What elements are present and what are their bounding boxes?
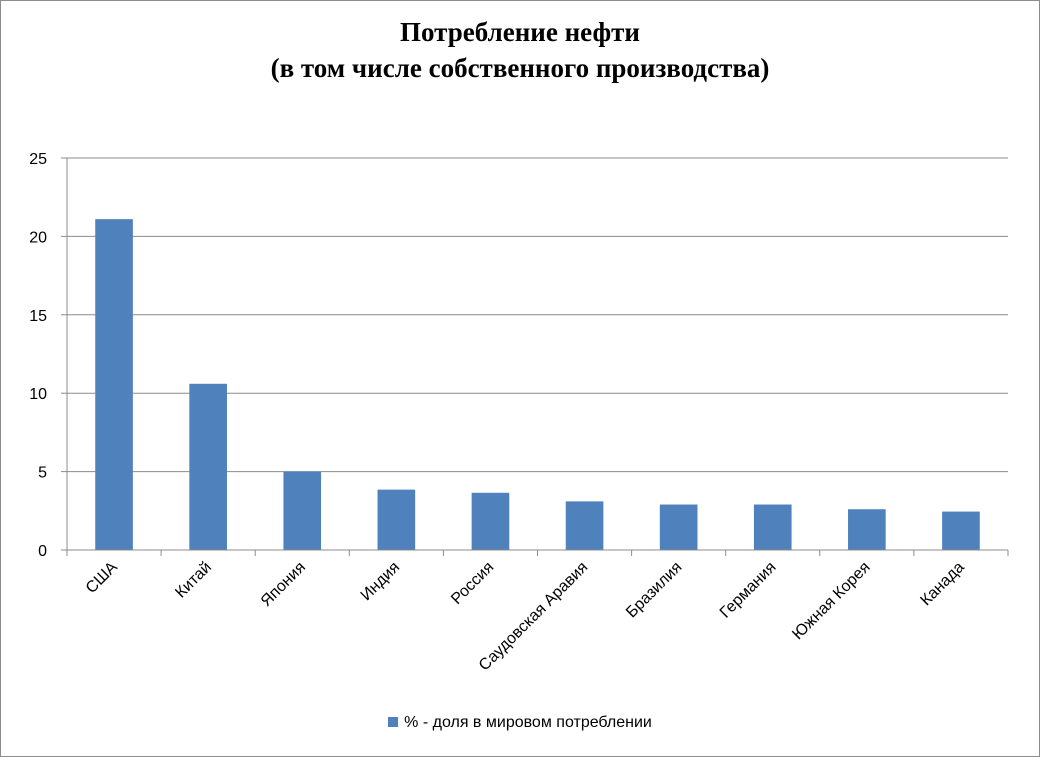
bar: [848, 509, 886, 550]
bar: [189, 383, 227, 550]
chart-title-line2: (в том числе собственного производства): [270, 53, 770, 83]
x-category-label: Южная Корея: [789, 559, 873, 643]
chart-title: Потребление нефти (в том числе собственн…: [0, 14, 1040, 86]
y-tick-label: 5: [38, 465, 47, 482]
x-category-label: Канада: [917, 559, 967, 609]
y-tick-label: 20: [29, 229, 47, 246]
bar: [283, 471, 322, 550]
chart-title-line1: Потребление нефти: [400, 17, 640, 47]
bar: [753, 504, 792, 550]
x-category-label: США: [83, 559, 121, 597]
y-tick-label: 15: [29, 308, 47, 325]
bar: [95, 219, 133, 551]
x-category-label: Германия: [717, 559, 780, 622]
legend: % - доля в мировом потреблении: [0, 714, 1040, 732]
x-category-label: Индия: [358, 559, 403, 604]
x-category-label: Саудовская Аравия: [476, 559, 592, 675]
bar: [565, 501, 604, 550]
y-tick-label: 10: [29, 386, 47, 403]
bar: [377, 489, 416, 550]
legend-label: % - доля в мировом потреблении: [404, 714, 652, 731]
bar: [471, 492, 510, 550]
y-tick-label: 0: [38, 543, 47, 560]
bar: [942, 511, 980, 550]
x-category-label: Япония: [258, 559, 309, 610]
legend-swatch: [388, 717, 399, 727]
x-category-label: Китай: [172, 559, 215, 602]
bar: [659, 504, 698, 550]
x-category-label: Бразилия: [623, 559, 685, 621]
x-category-label: Россия: [448, 559, 497, 608]
y-tick-label: 25: [29, 151, 47, 168]
